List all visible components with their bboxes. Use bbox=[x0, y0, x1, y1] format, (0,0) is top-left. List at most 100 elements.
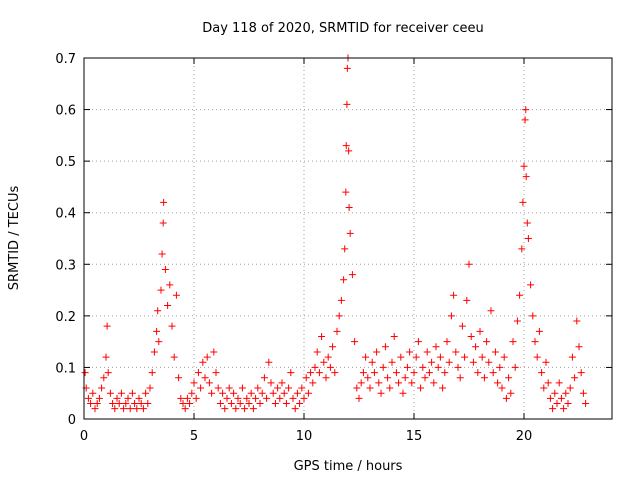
data-point bbox=[201, 374, 209, 382]
data-point bbox=[480, 374, 488, 382]
data-point bbox=[194, 369, 202, 377]
data-point bbox=[267, 379, 275, 387]
y-tick-label: 0.3 bbox=[55, 258, 76, 273]
data-point bbox=[335, 312, 343, 320]
y-tick-label: 0 bbox=[68, 413, 76, 428]
data-point bbox=[269, 389, 277, 397]
data-point bbox=[278, 379, 286, 387]
data-point bbox=[417, 384, 425, 392]
data-point bbox=[549, 405, 557, 413]
data-point bbox=[135, 394, 143, 402]
data-point bbox=[524, 235, 532, 242]
data-point bbox=[353, 384, 361, 392]
x-tick-label: 20 bbox=[516, 429, 533, 444]
data-point bbox=[331, 369, 339, 377]
data-point bbox=[359, 369, 367, 377]
data-point bbox=[98, 384, 106, 392]
data-point bbox=[562, 389, 570, 397]
data-point bbox=[368, 358, 376, 366]
data-point bbox=[571, 374, 579, 382]
data-point bbox=[160, 198, 168, 206]
data-point bbox=[406, 348, 414, 356]
data-point bbox=[461, 353, 469, 361]
data-point bbox=[102, 353, 110, 361]
data-point bbox=[533, 353, 541, 361]
data-point bbox=[172, 291, 180, 299]
x-axis-label: GPS time / hours bbox=[294, 459, 403, 474]
data-point bbox=[551, 389, 559, 397]
data-point bbox=[84, 394, 92, 402]
data-point bbox=[282, 400, 290, 408]
data-point bbox=[487, 307, 495, 315]
data-point bbox=[439, 384, 447, 392]
data-point bbox=[190, 379, 198, 387]
data-point bbox=[472, 343, 480, 351]
data-point bbox=[199, 358, 207, 366]
data-point bbox=[560, 405, 568, 413]
data-point bbox=[421, 374, 429, 382]
data-point bbox=[133, 405, 141, 413]
grid-lines bbox=[84, 58, 612, 419]
data-point bbox=[236, 400, 244, 408]
data-point bbox=[434, 363, 442, 371]
data-point bbox=[345, 204, 353, 212]
data-point bbox=[579, 389, 587, 397]
data-point bbox=[351, 338, 359, 346]
data-point bbox=[157, 286, 165, 294]
data-point bbox=[137, 400, 145, 408]
data-point bbox=[318, 332, 326, 340]
data-point bbox=[519, 198, 527, 206]
data-point bbox=[399, 389, 407, 397]
data-point bbox=[161, 265, 169, 273]
data-point bbox=[523, 219, 531, 227]
data-point bbox=[485, 358, 493, 366]
data-point bbox=[188, 389, 196, 397]
data-point bbox=[491, 348, 499, 356]
data-point bbox=[483, 338, 491, 346]
y-tick-label: 0.6 bbox=[55, 104, 76, 119]
data-point bbox=[430, 379, 438, 387]
data-point bbox=[154, 307, 162, 315]
data-point bbox=[392, 369, 400, 377]
data-point bbox=[357, 379, 365, 387]
data-point bbox=[322, 374, 330, 382]
data-point bbox=[309, 379, 317, 387]
data-point bbox=[258, 389, 266, 397]
data-point bbox=[186, 400, 194, 408]
data-point bbox=[291, 405, 299, 413]
data-point bbox=[300, 394, 308, 402]
data-point bbox=[529, 312, 537, 320]
data-point bbox=[296, 400, 304, 408]
data-point bbox=[388, 358, 396, 366]
data-point bbox=[538, 369, 546, 377]
data-point bbox=[307, 369, 315, 377]
data-point bbox=[509, 338, 517, 346]
data-point bbox=[443, 338, 451, 346]
data-point bbox=[498, 384, 506, 392]
data-point bbox=[159, 219, 167, 227]
data-point bbox=[260, 374, 268, 382]
data-point bbox=[263, 394, 271, 402]
data-point bbox=[205, 379, 213, 387]
data-point bbox=[192, 394, 200, 402]
data-point bbox=[375, 379, 383, 387]
data-point bbox=[100, 374, 108, 382]
data-point bbox=[95, 394, 103, 402]
data-point bbox=[249, 405, 257, 413]
y-axis-ticks: 0 0.1 0.2 0.3 0.4 0.5 0.6 0.7 bbox=[55, 52, 612, 428]
data-point bbox=[542, 358, 550, 366]
data-point bbox=[197, 384, 205, 392]
data-point bbox=[496, 363, 504, 371]
data-point bbox=[511, 363, 519, 371]
data-point bbox=[247, 389, 255, 397]
data-point bbox=[164, 302, 172, 310]
data-point bbox=[540, 384, 548, 392]
data-point bbox=[370, 369, 378, 377]
data-point bbox=[115, 400, 123, 408]
data-point bbox=[304, 389, 312, 397]
data-point bbox=[117, 389, 125, 397]
data-point bbox=[535, 327, 543, 335]
data-point bbox=[124, 394, 132, 402]
data-point bbox=[93, 400, 101, 408]
